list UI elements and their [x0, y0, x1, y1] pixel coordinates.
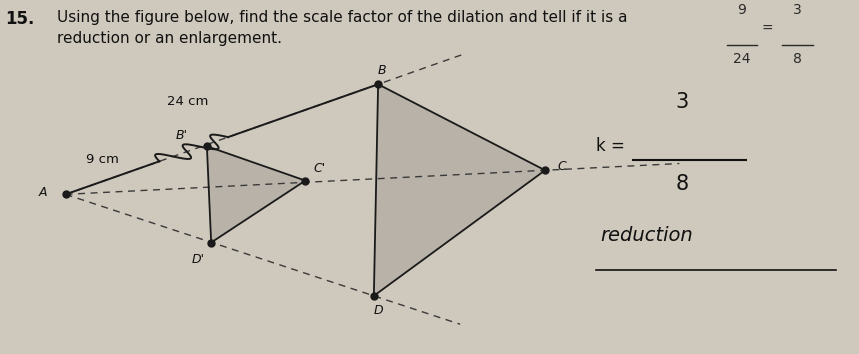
Text: 3: 3	[794, 3, 802, 17]
Text: 9: 9	[738, 3, 746, 17]
Text: 24 cm: 24 cm	[167, 95, 208, 108]
Text: B': B'	[176, 129, 188, 142]
Text: 3: 3	[675, 92, 689, 112]
Text: reduction: reduction	[600, 226, 693, 245]
Polygon shape	[207, 146, 305, 242]
Text: D': D'	[192, 253, 204, 266]
Text: A: A	[39, 186, 46, 199]
Text: k =: k =	[596, 137, 625, 155]
Text: B: B	[378, 64, 387, 78]
Text: 15.: 15.	[6, 10, 35, 28]
Text: Using the figure below, find the scale factor of the dilation and tell if it is : Using the figure below, find the scale f…	[57, 10, 628, 46]
Text: =: =	[762, 22, 773, 36]
Text: 9 cm: 9 cm	[86, 153, 119, 166]
Polygon shape	[374, 84, 545, 296]
Text: C': C'	[314, 162, 326, 176]
Text: 8: 8	[675, 174, 689, 194]
Text: 8: 8	[793, 52, 802, 65]
Text: D: D	[374, 304, 383, 318]
Text: C: C	[558, 160, 567, 173]
Text: 24: 24	[734, 52, 751, 65]
